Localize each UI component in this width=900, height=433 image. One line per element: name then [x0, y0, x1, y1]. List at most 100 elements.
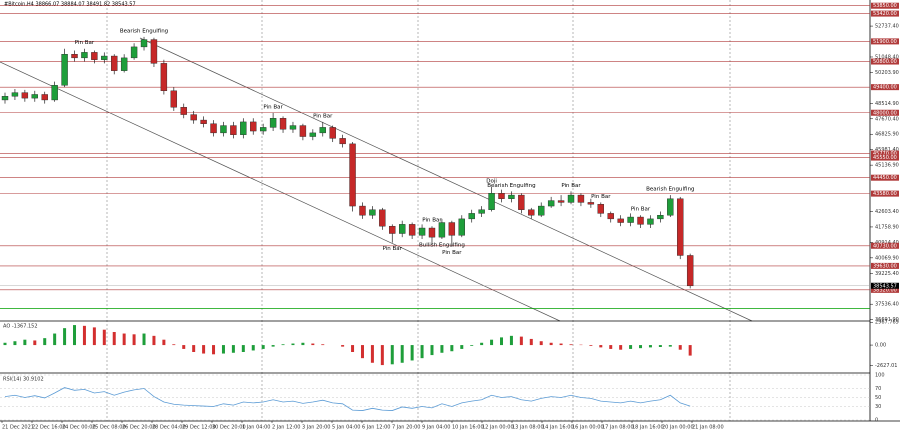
y-tick-label: 0	[875, 418, 878, 424]
candle-body	[597, 204, 604, 214]
candle-body	[170, 90, 178, 108]
candle-body	[399, 224, 406, 234]
ao-bar	[112, 332, 116, 346]
candle-body	[51, 85, 58, 101]
candle-body	[250, 121, 257, 132]
y-tick-label: 50203.90	[875, 70, 899, 76]
x-tick-label: 16 Jan 00:00	[572, 425, 604, 431]
candle-body	[577, 194, 585, 203]
ao-bar	[390, 345, 394, 365]
x-tick-label: 9 Jan 04:00	[422, 425, 450, 431]
ao-bar	[480, 342, 484, 346]
candle-body	[627, 216, 634, 223]
x-tick-label: 21 Jan 08:00	[692, 425, 724, 431]
level-box	[871, 262, 899, 269]
level-box	[871, 154, 899, 161]
candle-body	[647, 218, 654, 225]
candle-body	[61, 54, 68, 86]
ao-bar	[629, 345, 633, 349]
ao-bar	[549, 342, 553, 346]
candle-body	[319, 127, 326, 134]
y-tick-label: -2627.01	[875, 363, 897, 369]
x-tick-label: 13 Jan 08:00	[512, 425, 544, 431]
y-tick-label: 45136.90	[875, 163, 899, 169]
pattern-label: Pin Bar	[75, 40, 95, 46]
ao-bar	[400, 345, 404, 363]
candle-body	[677, 198, 684, 256]
ao-bar	[172, 344, 176, 346]
candle-body	[518, 194, 525, 210]
pattern-label: Pin Bar	[422, 218, 442, 224]
pattern-label: Pin Bar	[561, 183, 581, 189]
ao-bar	[311, 343, 315, 346]
candle-body	[557, 200, 565, 203]
candle-body	[607, 213, 614, 220]
ao-bar	[142, 333, 146, 346]
candle-body	[547, 200, 555, 207]
candle-body	[389, 225, 396, 234]
ao-bar	[192, 345, 196, 352]
ao-bar	[102, 329, 106, 346]
pattern-label: Pin Bar	[442, 250, 462, 256]
x-tick-label: 24 Dec 00:00	[62, 425, 96, 431]
x-tick-label: 1 Jan 04:00	[242, 425, 270, 431]
candle-body	[101, 55, 108, 60]
candle-body	[587, 202, 595, 205]
ao-bar	[519, 336, 523, 346]
ao-bar	[658, 345, 662, 347]
level-box	[871, 242, 899, 249]
y-tick-label: 41758.90	[875, 224, 899, 230]
ao-bar	[33, 340, 37, 346]
x-tick-label: 6 Jan 12:00	[362, 425, 390, 431]
ao-bar	[122, 333, 126, 346]
pattern-label: Pin Bar	[263, 104, 283, 110]
candle-body	[498, 193, 505, 199]
y-tick-label: 37536.40	[875, 302, 899, 308]
level-box	[871, 10, 899, 17]
candle-body	[359, 205, 366, 216]
level-box	[871, 190, 899, 197]
candle-body	[299, 125, 307, 137]
candle-body	[190, 114, 197, 121]
ao-bar	[92, 327, 96, 346]
ao-bar	[182, 345, 186, 349]
candle-body	[230, 125, 237, 135]
ao-bar	[500, 337, 503, 346]
level-label: 40730.00	[873, 243, 897, 249]
x-tick-label: 25 Dec 08:00	[92, 425, 126, 431]
level-box	[871, 84, 899, 91]
candle-body	[478, 209, 485, 214]
candle-body	[91, 52, 98, 60]
ao-bar	[341, 345, 345, 347]
candle-body	[111, 55, 118, 71]
ao-bar	[251, 345, 255, 351]
candle-body	[279, 118, 287, 130]
level-box	[871, 150, 899, 157]
candle-body	[488, 193, 495, 210]
ao-bar	[351, 345, 355, 352]
candle-body	[240, 121, 247, 135]
candle-body	[438, 222, 446, 238]
level-label: 51900.00	[873, 39, 897, 45]
ao-bar	[539, 341, 543, 346]
y-tick-label: 36691.90	[875, 317, 899, 323]
pattern-label: Pin Bar	[313, 113, 333, 119]
pattern-label: Pin Bar	[631, 207, 651, 213]
pattern-label: Doji	[486, 178, 497, 184]
x-tick-label: 10 Jan 16:00	[452, 425, 484, 431]
x-tick-label: 29 Dec 12:00	[182, 425, 216, 431]
level-label: 45770.00	[873, 151, 897, 157]
level-label: 38320.00	[873, 287, 897, 293]
ao-bar	[648, 345, 652, 348]
level-label: 50800.00	[873, 59, 897, 65]
y-tick-label: 47670.40	[875, 116, 899, 122]
candle-body	[71, 54, 78, 59]
ao-bar	[43, 338, 47, 346]
ao-bar	[73, 325, 77, 346]
ao-bar	[440, 345, 444, 353]
candle-body	[269, 118, 277, 128]
candle-body	[140, 39, 148, 48]
candle-body	[11, 92, 19, 97]
ao-bar	[23, 339, 27, 346]
